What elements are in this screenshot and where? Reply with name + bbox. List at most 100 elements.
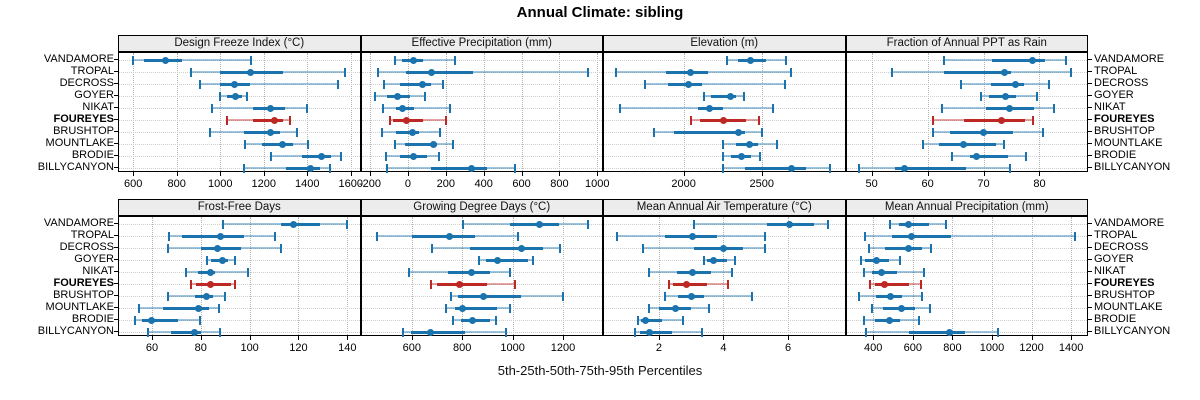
- site-label-right: TROPAL: [1094, 65, 1138, 77]
- row-gridline: [846, 96, 1087, 97]
- median-dot: [427, 328, 435, 336]
- percentile-cap-95th: [505, 327, 508, 337]
- median-dot: [1028, 56, 1036, 64]
- site-label-left: FOUREYES: [53, 277, 114, 289]
- percentile-cap-95th: [495, 315, 498, 325]
- percentile-cap-5th: [865, 327, 868, 337]
- percentile-cap-95th: [444, 115, 447, 125]
- percentile-cap-5th: [166, 291, 169, 301]
- row-gridline: [361, 120, 602, 121]
- site-label-right: GOYER: [1094, 253, 1134, 265]
- median-dot: [317, 152, 325, 160]
- percentile-cap-95th: [742, 91, 745, 101]
- y-axis-tick-right: [1088, 155, 1092, 156]
- percentile-cap-95th: [1053, 103, 1055, 113]
- percentile-cap-5th: [980, 91, 983, 101]
- y-axis-tick-right: [1088, 307, 1092, 308]
- site-label-right: FOUREYES: [1094, 277, 1155, 289]
- median-dot: [710, 256, 718, 264]
- percentile-cap-95th: [1042, 127, 1045, 137]
- percentile-cap-95th: [945, 219, 948, 229]
- percentile-cap-95th: [233, 279, 236, 289]
- site-label-left: MOUNTLAKE: [45, 301, 114, 313]
- row-gridline: [846, 260, 1087, 261]
- y-axis-tick-right: [1088, 223, 1092, 224]
- site-label-left: BILLYCANYON: [37, 325, 114, 337]
- percentile-range-25-75: [281, 222, 321, 226]
- row-gridline: [846, 224, 1087, 225]
- percentile-cap-5th: [452, 315, 455, 325]
- percentile-range-25-75: [908, 330, 966, 334]
- gridline-vertical: [1039, 53, 1041, 171]
- row-gridline: [604, 308, 845, 309]
- site-label-left: GOYER: [74, 89, 114, 101]
- percentile-cap-95th: [928, 303, 931, 313]
- axis-tick-mark: [347, 336, 349, 340]
- axis-tick-mark: [559, 172, 561, 176]
- percentile-range-25-75: [875, 282, 909, 286]
- axis-tick-label: 600: [123, 178, 143, 190]
- percentile-range-25-75: [639, 330, 672, 334]
- percentile-range-25-75: [162, 306, 210, 310]
- row-gridline: [604, 224, 845, 225]
- row-gridline: [846, 168, 1087, 169]
- axis-tick-label: 1200: [251, 178, 276, 190]
- gridline-vertical: [298, 217, 300, 335]
- percentile-cap-5th: [667, 279, 670, 289]
- percentile-range-5-95: [377, 71, 588, 73]
- axis-tick-label: 60: [921, 178, 934, 190]
- median-dot: [787, 164, 795, 172]
- panel-strip: Effective Precipitation (mm): [360, 35, 603, 52]
- median-dot: [429, 140, 437, 148]
- axis-tick-label: 600: [512, 178, 531, 190]
- axis-tick-label: 0: [404, 178, 411, 190]
- site-label-left: TROPAL: [70, 65, 114, 77]
- percentile-cap-5th: [703, 255, 706, 265]
- panel-plot: [845, 52, 1088, 173]
- axis-tick-label: 4: [720, 342, 727, 354]
- gridline-vertical: [151, 217, 153, 335]
- median-dot: [402, 116, 410, 124]
- median-dot: [1002, 92, 1010, 100]
- percentile-cap-95th: [346, 219, 349, 229]
- y-axis-tick-right: [1088, 143, 1092, 144]
- median-dot: [219, 256, 227, 264]
- median-dot: [1011, 80, 1019, 88]
- row-gridline: [604, 284, 845, 285]
- axis-tick-label: 1400: [295, 178, 320, 190]
- axis-tick-label: -200: [359, 178, 382, 190]
- site-label-left: VANDAMORE: [43, 53, 114, 65]
- percentile-cap-95th: [509, 303, 512, 313]
- percentile-cap-5th: [858, 291, 861, 301]
- median-dot: [786, 220, 794, 228]
- percentile-cap-5th: [722, 163, 725, 173]
- axis-tick-mark: [307, 172, 309, 176]
- percentile-range-25-75: [198, 270, 216, 274]
- y-axis-tick-left: [114, 223, 118, 224]
- row-gridline: [119, 332, 360, 333]
- row-gridline: [119, 168, 360, 169]
- percentile-cap-95th: [757, 115, 760, 125]
- panel-plot: [118, 52, 361, 173]
- axis-tick-mark: [597, 172, 599, 176]
- panel-plot: [360, 52, 603, 173]
- percentile-range-25-75: [400, 82, 431, 86]
- gridline-vertical: [200, 217, 202, 335]
- y-axis-tick-left: [114, 271, 118, 272]
- percentile-cap-95th: [1069, 67, 1072, 77]
- row-gridline: [846, 296, 1087, 297]
- percentile-range-25-75: [252, 118, 284, 122]
- panel-plot: [603, 216, 846, 337]
- percentile-range-25-75: [641, 318, 663, 322]
- percentile-cap-95th: [1047, 79, 1050, 89]
- y-axis-tick-left: [114, 155, 118, 156]
- gridline-vertical: [462, 217, 464, 335]
- row-gridline: [604, 236, 845, 237]
- gridline-vertical: [559, 53, 561, 171]
- percentile-cap-5th: [863, 267, 866, 277]
- percentile-range-5-95: [394, 59, 456, 61]
- row-gridline: [119, 260, 360, 261]
- percentile-cap-95th: [423, 91, 426, 101]
- percentile-cap-5th: [891, 67, 894, 77]
- percentile-cap-5th: [932, 127, 935, 137]
